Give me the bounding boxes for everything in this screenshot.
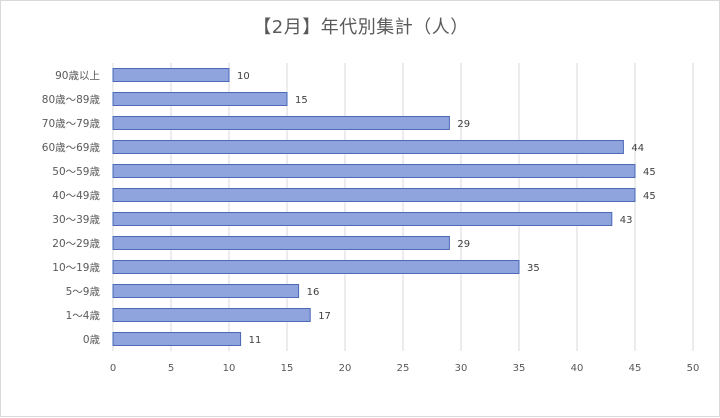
category-label: 90歳以上	[55, 70, 100, 82]
category-label: 40～49歳	[52, 190, 100, 202]
bar	[112, 332, 242, 346]
category-label: 30～39歳	[52, 214, 100, 226]
x-tick-label: 45	[629, 363, 642, 374]
x-tick-label: 10	[223, 363, 236, 374]
x-tick-label: 15	[281, 363, 294, 374]
category-label: 5～9歳	[66, 286, 101, 298]
x-tick-label: 40	[571, 363, 584, 374]
bar	[112, 188, 636, 202]
bar	[112, 92, 288, 106]
category-label: 0歳	[83, 334, 101, 346]
category-label: 20～29歳	[52, 238, 100, 250]
bar	[112, 284, 300, 298]
data-label: 45	[643, 167, 656, 178]
data-label: 29	[457, 119, 470, 130]
category-label: 70歳～79歳	[42, 118, 101, 130]
data-label: 44	[631, 143, 644, 154]
chart-title: 【2月】年代別集計（人）	[253, 17, 469, 38]
category-label: 80歳～89歳	[42, 94, 101, 106]
data-label: 11	[249, 335, 262, 346]
bar	[112, 260, 520, 274]
bar	[112, 140, 624, 154]
x-tick-label: 0	[110, 363, 116, 374]
bar	[112, 164, 636, 178]
data-label: 29	[457, 239, 470, 250]
data-label: 16	[307, 287, 320, 298]
data-label: 35	[527, 263, 540, 274]
bars	[112, 68, 636, 346]
data-label: 43	[620, 215, 633, 226]
gridlines	[112, 63, 694, 351]
category-label: 50～59歳	[52, 166, 100, 178]
x-tick-label: 30	[455, 363, 468, 374]
category-label: 10～19歳	[52, 262, 100, 274]
x-tick-label: 25	[397, 363, 410, 374]
data-label: 10	[237, 71, 250, 82]
labels: 0 5 10 15 20 25 30 35 40 45 50 90歳以上 10 80歳～89歳 15 70歳～…	[42, 70, 700, 374]
data-label: 15	[295, 95, 308, 106]
category-label: 60歳～69歳	[42, 142, 101, 154]
bar	[112, 308, 311, 322]
data-label: 45	[643, 191, 656, 202]
bar	[112, 68, 230, 82]
x-tick-label: 20	[339, 363, 352, 374]
x-tick-label: 5	[168, 363, 174, 374]
bar	[112, 212, 613, 226]
bar	[112, 236, 450, 250]
x-tick-label: 50	[687, 363, 700, 374]
x-tick-label: 35	[513, 363, 526, 374]
category-label: 1～4歳	[66, 310, 101, 322]
bar	[112, 116, 450, 130]
data-label: 17	[318, 311, 331, 322]
